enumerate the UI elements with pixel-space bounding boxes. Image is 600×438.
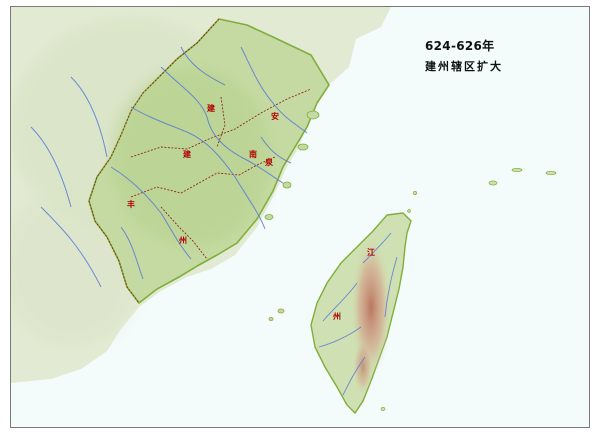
map-frame: 建 建 南 丰 州 州 江 安 泉 624-626年 建州辖区扩大: [10, 6, 590, 428]
east-islets: [380, 168, 557, 411]
fujian-relief: [111, 67, 271, 247]
taiwan-rivers: [318, 232, 398, 396]
region-label: 建: [206, 103, 216, 113]
region-label: 江: [367, 247, 375, 257]
region-label: 丰: [127, 199, 135, 209]
coastal-islands: [264, 110, 320, 321]
region-label: 泉: [264, 157, 274, 167]
rivers: [30, 46, 308, 288]
region-label: 南: [249, 149, 257, 159]
region-label: 建: [182, 149, 192, 159]
region-labels: 建 建 南 丰 州 州 江 安 泉: [127, 103, 375, 321]
map-canvas: 建 建 南 丰 州 州 江 安 泉: [11, 7, 557, 415]
map-period: 624-626年: [425, 39, 495, 53]
region-label: 州: [332, 312, 341, 321]
region-label: 州: [178, 236, 187, 245]
map-subtitle: 建州辖区扩大: [425, 60, 503, 73]
map-title: 624-626年 建州辖区扩大: [425, 37, 503, 74]
taiwan-south-mountains: [353, 339, 373, 395]
admin-boundaries: [88, 18, 312, 304]
region-label: 安: [271, 111, 279, 121]
